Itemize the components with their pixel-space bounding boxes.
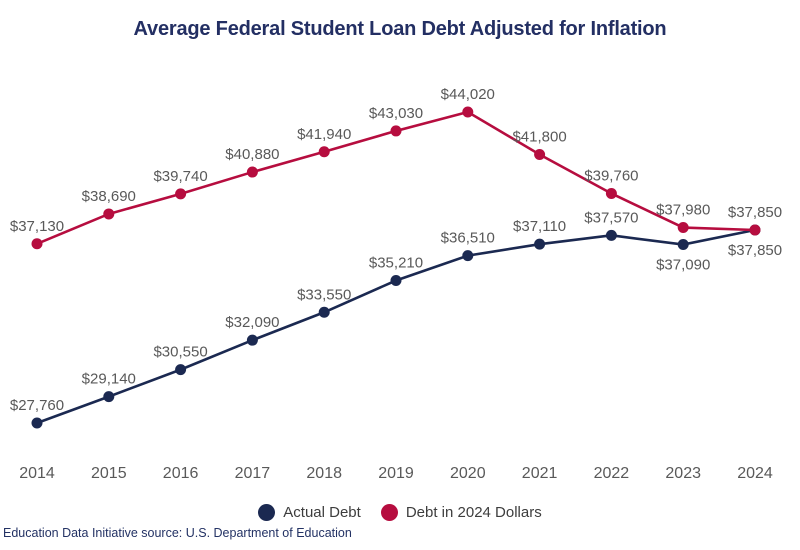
data-point-marker-adjusted (103, 208, 115, 220)
x-axis-year-label: 2018 (306, 465, 342, 482)
x-axis-year-label: 2023 (665, 465, 701, 482)
data-point-marker-adjusted (749, 224, 761, 236)
chart-title: Average Federal Student Loan Debt Adjust… (133, 18, 667, 40)
data-point-label: $39,740 (153, 168, 207, 185)
data-point-label: $37,850 (728, 242, 782, 259)
data-point-label: $41,800 (512, 128, 566, 145)
source-attribution: Education Data Initiative source: U.S. D… (3, 526, 352, 540)
data-point-label: $30,550 (153, 344, 207, 361)
data-point-label: $33,550 (297, 286, 351, 303)
data-point-label: $37,850 (728, 204, 782, 221)
data-point-label: $37,980 (656, 202, 710, 219)
data-point-marker-adjusted (534, 148, 546, 160)
x-axis-year-label: 2015 (91, 465, 127, 482)
x-axis-year-label: 2014 (19, 465, 55, 482)
x-axis-year-label: 2022 (594, 465, 630, 482)
data-point-label: $37,110 (513, 218, 566, 235)
data-point-label: $41,940 (297, 126, 351, 143)
data-point-label: $44,020 (441, 86, 495, 103)
legend-item-actual-debt: Actual Debt (258, 504, 361, 521)
data-point-marker-actual (103, 391, 115, 403)
legend-label: Debt in 2024 Dollars (405, 504, 542, 521)
data-point-marker-adjusted (318, 146, 330, 158)
data-point-marker-actual (605, 229, 617, 241)
data-point-marker-adjusted (390, 125, 402, 137)
data-point-marker-actual (462, 250, 474, 262)
data-point-label: $43,030 (369, 105, 423, 122)
chart-legend: Actual Debt Debt in 2024 Dollars (0, 504, 800, 521)
data-point-label: $36,510 (441, 230, 495, 247)
data-point-marker-actual (318, 306, 330, 318)
legend-dot-red-icon (380, 504, 398, 521)
data-point-label: $40,880 (225, 146, 279, 163)
x-axis-year-label: 2020 (450, 465, 486, 482)
x-axis-year-label: 2021 (522, 465, 558, 482)
data-point-label: $37,090 (656, 257, 710, 274)
data-point-label: $35,210 (369, 255, 423, 272)
data-point-label: $32,090 (225, 314, 279, 331)
x-axis-year-label: 2016 (163, 465, 199, 482)
data-point-marker-actual (534, 238, 546, 250)
data-point-label: $37,130 (10, 218, 64, 235)
legend-label: Actual Debt (283, 504, 361, 521)
legend-item-2024-dollars: Debt in 2024 Dollars (380, 504, 542, 521)
data-point-marker-adjusted (175, 188, 187, 200)
data-point-marker-adjusted (462, 106, 474, 118)
x-axis-year-label: 2017 (235, 465, 271, 482)
line-chart: $27,760 $29,140 $30,550 $32,090 $33,550 $35,2… (10, 86, 782, 482)
data-point-marker-adjusted (31, 238, 43, 250)
data-point-label: $38,690 (82, 188, 136, 205)
data-point-marker-adjusted (605, 187, 617, 199)
data-point-label: $39,760 (584, 167, 638, 184)
data-point-label: $37,570 (584, 209, 638, 226)
x-axis-year-label: 2019 (378, 465, 414, 482)
data-point-marker-adjusted (677, 222, 689, 234)
data-point-marker-actual (677, 239, 689, 251)
data-point-marker-adjusted (246, 166, 258, 178)
data-point-marker-actual (31, 417, 43, 429)
data-point-marker-actual (175, 364, 187, 376)
data-point-label: $29,140 (82, 371, 136, 388)
legend-dot-navy-icon (258, 504, 276, 521)
data-point-marker-actual (390, 275, 402, 287)
x-axis-year-label: 2024 (737, 465, 773, 482)
data-point-label: $27,760 (10, 397, 64, 414)
data-point-marker-actual (246, 334, 258, 346)
